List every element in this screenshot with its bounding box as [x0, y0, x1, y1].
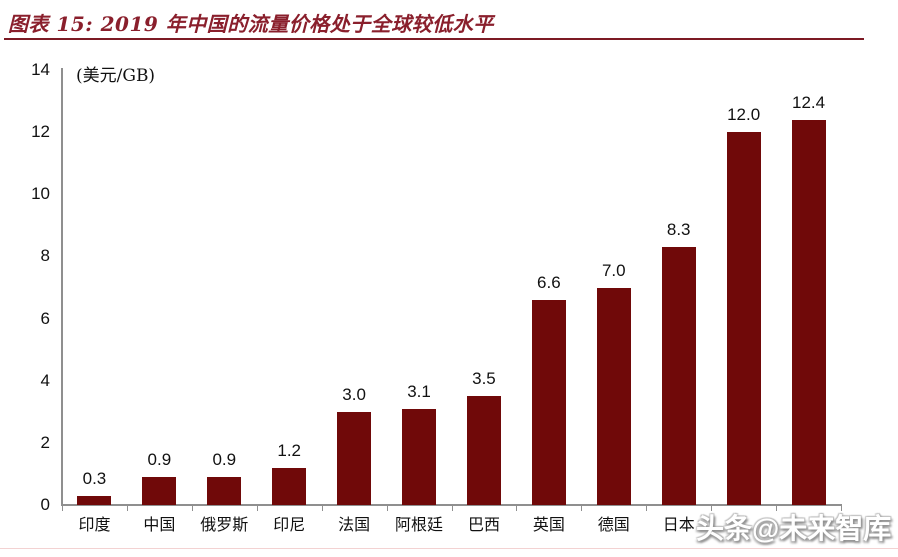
- x-axis-tick-mark: [126, 504, 128, 511]
- y-axis-tick-label: 0: [40, 495, 50, 514]
- bar-value-label: 3.0: [342, 384, 366, 404]
- bar: [531, 299, 566, 505]
- y-axis-tick-label: 6: [40, 308, 50, 328]
- bar: [726, 132, 761, 505]
- y-axis-tick-label: 14: [31, 60, 50, 79]
- y-axis-tick-label: 4: [40, 370, 50, 390]
- y-axis-line: [61, 68, 63, 506]
- y-axis-tick-label: 8: [40, 246, 50, 266]
- bar: [77, 495, 112, 505]
- title-underline: [4, 38, 864, 40]
- bar-value-label: 12.0: [727, 105, 761, 125]
- bar-value-label: 7.0: [601, 260, 626, 280]
- bar-value-label: 1.2: [277, 440, 302, 460]
- bar-value-label: 3.5: [472, 369, 496, 389]
- x-axis-line: [61, 504, 841, 506]
- y-axis-unit-label: (美元/GB): [76, 66, 156, 86]
- x-axis-label: 巴西: [467, 515, 500, 534]
- bar: [272, 467, 307, 505]
- x-axis-label: 阿根廷: [395, 515, 444, 534]
- x-axis-label: 中国: [143, 515, 176, 534]
- x-axis-label: 英国: [532, 515, 565, 534]
- bar-value-label: 8.3: [666, 220, 691, 240]
- bar: [596, 287, 631, 505]
- y-axis-tick-label: 10: [31, 184, 50, 204]
- bar-value-label: 12.4: [791, 92, 826, 112]
- x-axis-label: 法国: [338, 515, 371, 534]
- x-axis-tick-mark: [776, 504, 778, 511]
- x-axis-tick-mark: [646, 504, 648, 511]
- bar-value-label: 0.9: [147, 450, 172, 470]
- bar-value-label: 3.1: [407, 381, 431, 401]
- x-axis-label: 印尼: [273, 515, 306, 534]
- bar: [466, 396, 501, 505]
- x-axis-tick-mark: [191, 504, 193, 511]
- bar: [337, 411, 372, 505]
- x-axis-tick-mark: [386, 504, 388, 511]
- y-axis-tick-label: 2: [40, 432, 50, 452]
- bar-value-label: 6.6: [537, 272, 561, 292]
- x-axis-tick-mark: [581, 504, 583, 511]
- x-axis-tick-mark: [62, 504, 63, 511]
- x-axis-label: 印度: [78, 515, 111, 534]
- bar: [402, 408, 437, 505]
- bottom-divider-line: [0, 548, 898, 549]
- y-axis-tick-label: 12: [31, 122, 50, 142]
- x-axis-tick-mark: [451, 504, 453, 511]
- x-axis-tick-mark: [321, 504, 323, 511]
- x-axis-label: 俄罗斯: [200, 515, 249, 534]
- bar: [661, 247, 696, 505]
- bar-value-label: 0.3: [82, 468, 107, 488]
- bar-value-label: 0.9: [212, 450, 237, 470]
- figure-title: 图表 15: 2019 年中国的流量价格处于全球较低水平: [8, 12, 494, 36]
- x-axis-tick-mark: [841, 504, 842, 511]
- x-axis-tick-mark: [256, 504, 258, 511]
- bar: [791, 119, 826, 505]
- bar: [207, 477, 242, 505]
- watermark-text: 头条@未来智库: [696, 513, 892, 544]
- x-axis-label: 日本: [662, 515, 695, 534]
- x-axis-tick-mark: [711, 504, 713, 511]
- x-axis-tick-mark: [516, 504, 518, 511]
- x-axis-label: 德国: [597, 515, 630, 534]
- bar: [142, 477, 177, 505]
